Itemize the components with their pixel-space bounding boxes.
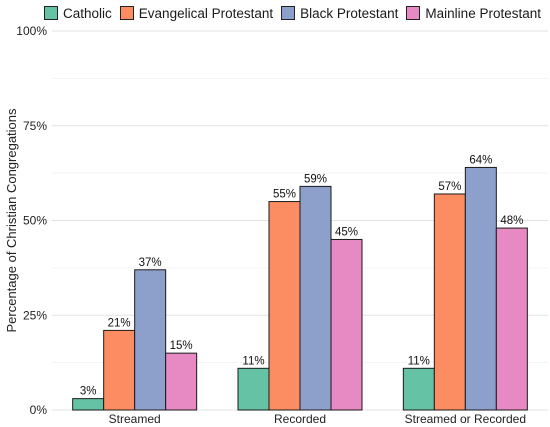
bar (402, 367, 435, 411)
bar (464, 166, 497, 411)
bar (268, 201, 301, 411)
x-tick-label: Recorded (274, 412, 326, 426)
y-tick-label: 0% (30, 403, 48, 417)
bar (237, 367, 270, 411)
data-label: 11% (408, 355, 430, 367)
bar (103, 329, 136, 411)
y-axis-title: Percentage of Christian Congregations (4, 108, 19, 333)
bar (433, 193, 466, 411)
legend-item: Mainline Protestant (406, 6, 541, 21)
legend: Catholic Evangelical Protestant Black Prot… (0, 0, 550, 26)
legend-label: Mainline Protestant (425, 5, 541, 21)
data-label: 48% (500, 215, 523, 227)
data-label: 59% (304, 173, 327, 185)
legend-swatch (119, 6, 134, 20)
bar (72, 398, 105, 411)
y-tick-label: 100% (16, 24, 47, 38)
data-label: 57% (438, 181, 461, 193)
data-label: 37% (139, 257, 162, 269)
bar (134, 269, 167, 411)
legend-swatch (406, 6, 421, 20)
bar (330, 238, 363, 411)
data-label: 15% (170, 340, 193, 352)
data-label: 21% (108, 317, 131, 329)
legend-item: Black Protestant (281, 6, 398, 21)
legend-item: Evangelical Protestant (119, 5, 274, 21)
legend-swatch (44, 6, 59, 20)
legend-item: Catholic (44, 6, 112, 21)
data-label: 11% (242, 355, 264, 367)
y-tick-label: 25% (23, 308, 47, 322)
y-tick-label: 50% (23, 214, 47, 228)
y-tick-label: 75% (23, 119, 47, 133)
x-tick-label: Streamed or Recorded (405, 412, 526, 426)
data-label: 45% (335, 226, 358, 238)
x-tick-label: Streamed (109, 412, 161, 426)
data-label: 64% (469, 154, 492, 166)
data-label: 55% (273, 189, 296, 201)
legend-label: Evangelical Protestant (138, 5, 274, 21)
legend-label: Black Protestant (300, 5, 399, 21)
bar (495, 227, 528, 411)
data-label: 3% (80, 386, 97, 398)
legend-swatch (281, 6, 296, 20)
bar (299, 185, 332, 411)
legend-label: Catholic (63, 5, 112, 21)
bar (165, 352, 198, 411)
